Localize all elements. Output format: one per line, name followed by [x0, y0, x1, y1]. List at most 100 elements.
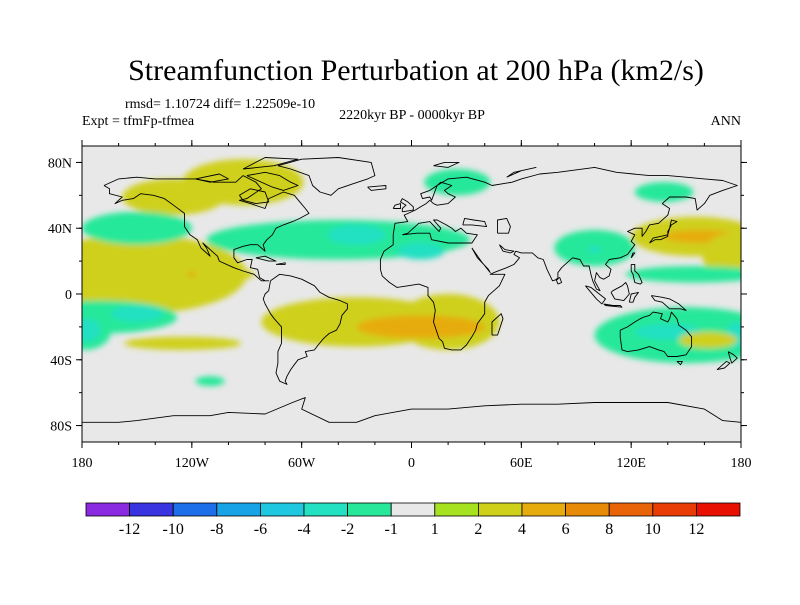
coastline-eurasia-africa — [379, 166, 738, 351]
x-tick-label: 60W — [288, 456, 316, 471]
colorbar-swatch — [172, 502, 218, 517]
colorbar-label: -2 — [341, 521, 354, 538]
field-region-pos-29 — [678, 331, 738, 349]
colorbar-labels: -12 -10 -8 -6 -4 -2 -1 1 2 4 6 8 10 12 — [119, 521, 704, 538]
colorbar-swatch — [259, 502, 305, 517]
field-region-pos-3 — [136, 264, 255, 285]
colorbar-label: 10 — [645, 521, 661, 538]
field-region-pos-11 — [356, 315, 485, 339]
coastline-baffin-island — [246, 171, 299, 191]
field-region-neg-21 — [634, 182, 694, 202]
field-layer — [82, 159, 741, 387]
coastline-tasmania — [676, 360, 683, 366]
colorbar-label: 6 — [562, 521, 570, 538]
y-axis: 80N 40N 0 40S 80S — [48, 156, 747, 435]
colorbar-label: 1 — [431, 521, 439, 538]
coastline-greenland — [277, 157, 376, 196]
coastline-iceland — [367, 185, 387, 191]
x-axis: 180 120W 60W 0 60E 120E 180 — [72, 140, 752, 471]
coastline-philippines — [630, 263, 643, 285]
coastline-new-zealand-south — [716, 360, 731, 371]
experiment-label: Expt = tfmFp-tfmea — [82, 114, 195, 129]
coastline-cuba — [255, 255, 277, 262]
colorbar-swatch — [565, 502, 610, 517]
chart-title: Streamfunction Perturbation at 200 hPa (… — [128, 54, 704, 87]
x-tick-label: 120E — [616, 456, 646, 471]
coastline-red-sea — [471, 247, 491, 274]
field-region-neg-6 — [111, 305, 163, 322]
y-tick-label: 80S — [50, 420, 72, 435]
x-tick-label: 0 — [408, 456, 415, 471]
field-region-neg-18 — [424, 169, 491, 196]
coastline-new-zealand-north — [727, 351, 738, 364]
y-tick-label: 0 — [65, 288, 72, 303]
colorbar-swatch — [129, 502, 174, 517]
colorbar-label: 4 — [518, 521, 526, 538]
coastline-north-america — [103, 175, 310, 282]
coastline-madagascar — [491, 313, 504, 336]
coastline-great-britain — [400, 198, 414, 213]
colorbar-swatch — [303, 502, 348, 517]
coastline-black-sea — [462, 217, 488, 228]
x-tick-label: 180 — [72, 456, 93, 471]
coastline-south-america — [262, 273, 348, 385]
time-range-label: 2220kyr BP - 0000kyr BP — [339, 108, 485, 123]
colorbar-label: -6 — [254, 521, 267, 538]
coastline-layer — [82, 157, 741, 423]
colorbar-swatch — [521, 502, 566, 517]
coastline-japan — [649, 219, 678, 244]
coastline-australia — [619, 311, 693, 357]
coastline-new-guinea — [650, 295, 687, 311]
field-region-neg-2 — [82, 211, 192, 245]
field-region-neg-13 — [195, 376, 225, 387]
colorbar-swatch — [696, 502, 741, 517]
x-tick-label: 60E — [510, 456, 533, 471]
field-region-pos-12 — [124, 336, 242, 350]
colorbar-swatch — [477, 502, 523, 517]
coastline-novaya-zemlya — [506, 166, 537, 178]
colorbar-label: -1 — [385, 521, 398, 538]
y-tick-label: 40S — [50, 354, 72, 369]
coastline-hispaniola — [275, 262, 286, 265]
x-tick-label: 120W — [175, 456, 210, 471]
coastline-java — [603, 303, 623, 308]
stats-line: rmsd= 1.10724 diff= 1.22509e-10 — [125, 97, 315, 112]
coastline-antarctica-edge — [82, 397, 741, 423]
field-region-neg-15 — [327, 224, 386, 245]
season-label: ANN — [711, 114, 741, 129]
field-region-neg-16 — [396, 243, 445, 260]
coastline-sumatra — [585, 285, 606, 305]
coastline-victoria-island — [195, 173, 229, 183]
colorbar-swatch — [85, 502, 130, 517]
coastline-borneo — [610, 282, 630, 302]
colorbar-swatch — [652, 502, 697, 517]
colorbar-swatch — [434, 502, 479, 517]
colorbar-label: 8 — [605, 521, 613, 538]
colorbar-label: -8 — [210, 521, 223, 538]
field-region-neg-8 — [82, 318, 101, 342]
y-tick-label: 80N — [48, 156, 72, 171]
coastline-caspian-sea — [497, 217, 511, 234]
colorbar-label: -12 — [119, 521, 140, 538]
colorbar-swatch — [347, 502, 392, 517]
coastline-svalbard — [433, 161, 460, 168]
colorbar-swatch — [390, 502, 436, 517]
field-region-pos-4 — [188, 270, 196, 278]
coastline-taiwan — [630, 252, 636, 259]
field-region-neg-25 — [625, 266, 741, 283]
field-region-pos-17 — [182, 159, 304, 206]
colorbar-label: -4 — [297, 521, 310, 538]
coastline-sri-lanka — [555, 277, 563, 285]
y-tick-label: 40N — [48, 222, 72, 237]
coastline-persian-gulf — [499, 244, 515, 254]
colorbar-swatch — [216, 502, 261, 517]
coastline-hudson-bay — [239, 188, 270, 205]
colorbar-label: 12 — [688, 521, 704, 538]
coastline-mediterranean — [402, 219, 478, 244]
coastline-ellesmere-island — [242, 157, 299, 170]
coastline-ireland — [392, 203, 401, 209]
colorbar — [85, 502, 741, 517]
colorbar-label: 2 — [474, 521, 482, 538]
coastline-sulawesi — [628, 291, 639, 303]
